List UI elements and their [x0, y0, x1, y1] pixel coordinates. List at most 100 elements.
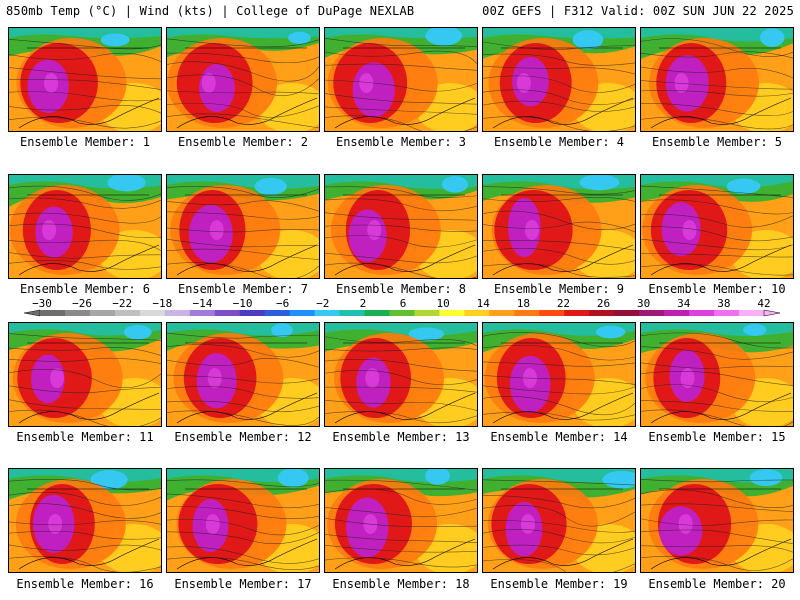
ensemble-map-8 — [324, 174, 478, 279]
contour-line — [167, 52, 319, 64]
temperature-map — [641, 28, 793, 131]
scale-swatch — [664, 310, 690, 316]
scale-swatch — [589, 310, 615, 316]
scale-tick-label: 6 — [399, 297, 407, 310]
contour-line — [9, 116, 161, 129]
contour-line — [167, 358, 319, 368]
contour-line — [9, 223, 161, 239]
scale-swatch — [389, 310, 415, 316]
contour-line — [325, 262, 477, 278]
heat-core-inner — [680, 368, 695, 388]
scale-swatch — [489, 310, 515, 316]
contour-line — [325, 411, 477, 424]
ensemble-member-label: Ensemble Member: 6 — [19, 282, 151, 296]
coastline — [18, 392, 160, 424]
contour-line — [325, 386, 477, 393]
cold-pocket — [749, 469, 783, 487]
contour-line — [483, 411, 635, 421]
contour-line — [483, 248, 635, 265]
ensemble-map-13 — [324, 322, 478, 427]
contour-line — [9, 491, 161, 507]
ensemble-member-label: Ensemble Member: 1 — [19, 135, 151, 149]
scale-swatch — [314, 310, 341, 316]
ensemble-member-label: Ensemble Member: 17 — [174, 577, 312, 591]
contour-line — [325, 488, 477, 505]
contour-line — [641, 371, 793, 386]
scale-swatch — [539, 310, 565, 316]
cold-pocket — [572, 30, 604, 50]
scale-tick-label: 22 — [556, 297, 571, 310]
header: 850mb Temp (°C) | Wind (kts) | College o… — [0, 0, 800, 22]
cold-pocket — [288, 31, 311, 44]
scale-tick-label: 38 — [717, 297, 731, 310]
contour-line — [9, 544, 161, 551]
contour-line — [9, 385, 161, 394]
temperature-map — [167, 28, 319, 131]
heat-core-inner — [678, 514, 693, 534]
contour-line — [483, 544, 635, 556]
cold-pocket — [90, 470, 128, 490]
ensemble-member-label: Ensemble Member: 5 — [651, 135, 783, 149]
contour-line — [167, 262, 319, 278]
temperature-map — [641, 323, 793, 426]
ensemble-map-11 — [8, 322, 162, 427]
scale-swatch — [214, 310, 241, 316]
map-title: 850mb Temp (°C) | Wind (kts) | College o… — [6, 4, 415, 18]
contour-line — [483, 116, 635, 131]
ensemble-map-18 — [324, 468, 478, 573]
cold-region — [325, 175, 477, 189]
heat-core-inner — [524, 220, 539, 240]
contour-line — [167, 90, 319, 95]
scale-arrow-left — [23, 309, 41, 317]
contour-line — [325, 557, 477, 568]
coastline — [650, 538, 792, 570]
ensemble-member-label: Ensemble Member: 4 — [493, 135, 625, 149]
cold-pocket — [425, 469, 451, 485]
contour-line — [9, 239, 161, 251]
contour-line — [167, 531, 319, 545]
temperature-map — [167, 175, 319, 278]
ensemble-member-label: Ensemble Member: 16 — [16, 577, 154, 591]
ensemble-member-label: Ensemble Member: 11 — [16, 430, 154, 444]
contour-line — [167, 248, 319, 260]
contour-line — [641, 80, 793, 90]
scale-tick-label: −2 — [316, 297, 330, 310]
contour-line — [641, 400, 793, 412]
cold-pocket — [100, 33, 130, 47]
heat-core-inner — [520, 514, 535, 534]
contour-line — [641, 253, 793, 258]
contour-line — [325, 534, 477, 544]
contour-line — [483, 479, 635, 486]
scale-tick-label: −30 — [32, 297, 52, 310]
temperature-map — [483, 469, 635, 572]
scale-tick-label: −26 — [72, 297, 93, 310]
scale-swatch — [40, 310, 66, 316]
heat-core — [31, 354, 65, 404]
contour-line — [9, 503, 161, 519]
heat-core-inner — [201, 73, 216, 93]
contour-line — [325, 93, 477, 105]
contour-line — [641, 384, 793, 402]
cold-pocket — [441, 176, 469, 193]
ensemble-member-label: Ensemble Member: 14 — [490, 430, 628, 444]
contour-line — [483, 89, 635, 105]
contour-line — [167, 374, 319, 384]
ensemble-member-label: Ensemble Member: 18 — [332, 577, 470, 591]
scale-tick-label: −14 — [192, 297, 213, 310]
heat-core-inner — [207, 368, 222, 388]
contour-line — [167, 186, 319, 198]
contour-line — [325, 370, 477, 386]
cold-region — [641, 28, 793, 42]
contour-line — [167, 238, 319, 248]
scale-tick-label: 18 — [516, 297, 530, 310]
scale-swatch — [89, 310, 116, 316]
coastline — [650, 392, 792, 424]
scale-tick-label: 34 — [677, 297, 691, 310]
ensemble-member-label: Ensemble Member: 7 — [177, 282, 309, 296]
scale-swatch — [64, 310, 91, 316]
contour-line — [483, 263, 635, 278]
contour-line — [483, 221, 635, 233]
heat-core-inner — [44, 73, 59, 93]
contour-line — [641, 555, 793, 571]
contour-line — [325, 336, 477, 347]
